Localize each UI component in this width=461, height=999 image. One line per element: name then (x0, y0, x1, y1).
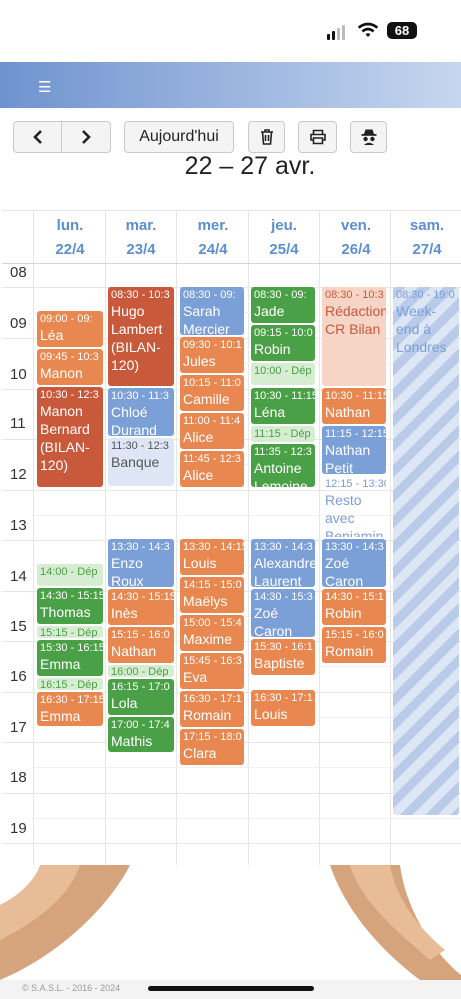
event-wed-alice[interactable]: 11:00 - 11:4 Alice (180, 413, 244, 449)
hour-label: 15 (10, 618, 27, 635)
event-wed-eva[interactable]: 15:45 - 16:3 Eva (180, 653, 244, 689)
hour-label: 14 (10, 568, 27, 585)
event-mon-lea[interactable]: 09:00 - 09: Léa (37, 311, 103, 347)
battery-indicator: 68 (387, 22, 417, 39)
event-wed-camille[interactable]: 10:15 - 11:0 Camille (180, 375, 244, 411)
event-wed-maxime[interactable]: 15:00 - 15:4 Maxime (180, 615, 244, 651)
prev-week-button[interactable] (13, 121, 62, 153)
day-header-mon[interactable]: lun. 22/4 (55, 217, 85, 258)
app-header (0, 62, 461, 108)
cellular-signal-icon (327, 25, 345, 40)
home-indicator[interactable] (148, 986, 314, 991)
event-thu-antoine-lemoine[interactable]: 11:35 - 12:3 Antoine Lemoine (251, 444, 315, 487)
event-wed-jules[interactable]: 09:30 - 10:1 Jules (180, 337, 244, 373)
event-thu-robin[interactable]: 09:15 - 10:0 Robin (251, 325, 315, 361)
event-fri-robin[interactable]: 14:30 - 15:1 Robin (322, 589, 386, 625)
hamburger-menu-icon[interactable]: ☰ (38, 79, 52, 96)
event-thu-departure[interactable]: 11:15 - Dép (251, 426, 315, 442)
chevron-left-icon (32, 130, 42, 144)
event-wed-romain[interactable]: 16:30 - 17:1 Romain (180, 691, 244, 727)
event-fri-zoe-caron[interactable]: 13:30 - 14:3 Zoé Caron (322, 539, 386, 587)
event-thu-lena[interactable]: 10:30 - 11:15 Léna (251, 388, 315, 424)
event-tue-hugo-lambert[interactable]: 08:30 - 10:3 Hugo Lambert (BILAN-120) (108, 287, 174, 386)
event-thu-jade[interactable]: 08:30 - 09: Jade (251, 287, 315, 323)
event-thu-departure[interactable]: 10:00 - Dép (251, 363, 315, 385)
hour-label: 16 (10, 668, 27, 685)
chevron-right-icon (82, 130, 91, 144)
event-tue-mathis[interactable]: 17:00 - 17:4 Mathis (108, 717, 174, 752)
hour-label: 08 (10, 264, 27, 281)
hour-label: 19 (10, 820, 27, 837)
event-wed-alice-2[interactable]: 11:45 - 12:3 Alice (180, 451, 244, 487)
event-fri-nathan-petit[interactable]: 11:15 - 12:15 Nathan Petit (322, 426, 386, 474)
today-button[interactable]: Aujourd'hui (124, 121, 234, 153)
event-tue-ines[interactable]: 14:30 - 15:15 Inès (108, 589, 174, 625)
event-tue-banque[interactable]: 11:30 - 12:3 Banque (108, 438, 174, 486)
trash-icon (260, 129, 273, 145)
hour-label: 13 (10, 517, 27, 534)
event-fri-redaction[interactable]: 08:30 - 10:3 Rédaction CR Bilan (322, 287, 386, 386)
incognito-icon (361, 129, 376, 145)
hour-label: 18 (10, 769, 27, 786)
event-tue-nathan[interactable]: 15:15 - 16:0 Nathan (108, 627, 174, 663)
event-mon-departure[interactable]: 16:15 - Dép (37, 678, 103, 690)
event-mon-departure[interactable]: 14:00 - Dép (37, 564, 103, 586)
event-tue-chloe-durand[interactable]: 10:30 - 11:3 Chloé Durand (108, 388, 174, 436)
day-header-tue[interactable]: mar. 23/4 (125, 217, 157, 258)
event-mon-emma-2[interactable]: 16:30 - 17:15 Emma (37, 692, 103, 726)
background-photo-image (0, 865, 461, 980)
hour-label: 09 (10, 315, 27, 332)
event-wed-sarah-mercier[interactable]: 08:30 - 09: Sarah Mercier (180, 287, 244, 335)
event-thu-baptiste[interactable]: 15:30 - 16:1 Baptiste (251, 639, 315, 675)
hour-label: 11 (10, 415, 26, 432)
event-mon-manon[interactable]: 09:45 - 10:3 Manon (37, 349, 103, 385)
event-mon-emma[interactable]: 15:30 - 16:15 Emma (37, 640, 103, 676)
status-bar: 68 (0, 0, 461, 62)
delete-button[interactable] (248, 121, 285, 153)
hour-label: 17 (10, 719, 27, 736)
day-header-sat[interactable]: sam. 27/4 (409, 217, 445, 258)
event-thu-louis[interactable]: 16:30 - 17:1 Louis (251, 690, 315, 726)
background-photo (0, 865, 461, 980)
day-header-thu[interactable]: jeu. 25/4 (269, 217, 299, 258)
day-header-wed[interactable]: mer. 24/4 (197, 217, 229, 258)
next-week-button[interactable] (61, 121, 111, 153)
event-mon-thomas[interactable]: 14:30 - 15:15 Thomas (37, 588, 103, 624)
event-fri-nathan[interactable]: 10:30 - 11:15 Nathan (322, 388, 386, 424)
day-header-fri[interactable]: ven. 26/4 (340, 217, 371, 258)
event-thu-alexandre-laurent[interactable]: 13:30 - 14:3 Alexandre Laurent (251, 539, 315, 587)
hour-label: 10 (10, 366, 27, 383)
event-mon-departure[interactable]: 15:15 - Dép (37, 626, 103, 638)
event-mon-manon-bernard[interactable]: 10:30 - 12:3 Manon Bernard (BILAN-120) (37, 387, 103, 487)
event-wed-louis[interactable]: 13:30 - 14:15 Louis (180, 539, 244, 575)
event-wed-maelys[interactable]: 14:15 - 15:0 Maëlys (180, 577, 244, 613)
incognito-button[interactable] (350, 121, 387, 153)
event-tue-lola[interactable]: 16:15 - 17:0 Lola (108, 679, 174, 715)
hour-label: 12 (10, 466, 27, 483)
event-fri-romain[interactable]: 15:15 - 16:0 Romain (322, 627, 386, 663)
copyright-text: © S.A.S.L. - 2016 - 2024 (22, 983, 121, 993)
event-fri-resto[interactable]: 12:15 - 13:30 Resto avec Benjamin (325, 478, 386, 537)
event-tue-enzo-roux[interactable]: 13:30 - 14:3 Enzo Roux (108, 539, 174, 587)
wifi-icon (357, 22, 379, 37)
event-thu-zoe-caron[interactable]: 14:30 - 15:3 Zoé Caron (251, 589, 315, 637)
event-sat-weekend-londres[interactable]: 08:30 - 19:0 Week-end à Londres (396, 289, 455, 355)
date-range-title: 22 – 27 avr. (184, 152, 316, 180)
event-wed-clara[interactable]: 17:15 - 18:0 Clara (180, 729, 244, 765)
print-button[interactable] (298, 121, 337, 153)
printer-icon (309, 129, 326, 145)
weekend-event-block[interactable] (393, 287, 459, 815)
event-tue-departure[interactable]: 16:00 - Dép (108, 665, 174, 677)
